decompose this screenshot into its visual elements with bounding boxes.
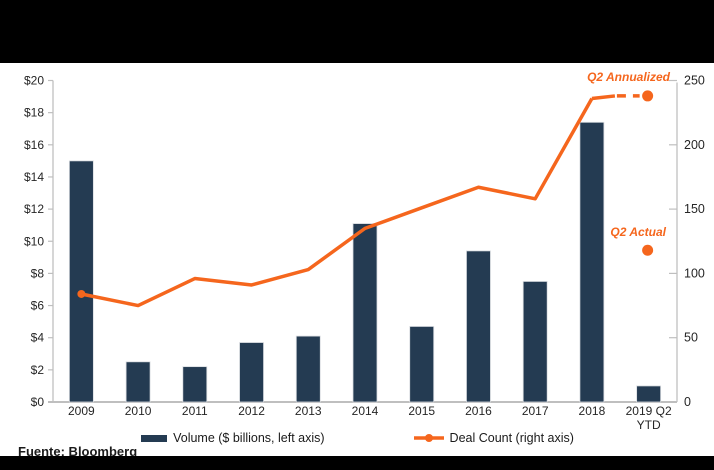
volume-bar-swatch-icon xyxy=(141,435,168,442)
volume-bar-2017 xyxy=(522,281,548,403)
volume-bar-2009 xyxy=(68,160,94,403)
volume-bar-2015 xyxy=(409,326,435,403)
volume-bar-2011 xyxy=(182,366,208,403)
q2-annualized-dot xyxy=(642,90,654,102)
deal-count-start-marker xyxy=(77,289,86,298)
volume-bar-2018 xyxy=(579,121,605,403)
volume-bar-2016 xyxy=(466,250,491,403)
left-axis-tick-label: $14 xyxy=(24,170,44,184)
x-axis-category-label: 2011 xyxy=(182,404,208,418)
q2-actual-dot xyxy=(642,244,654,256)
deal-count-line-marker-icon xyxy=(413,434,444,442)
left-axis-tick-label: $16 xyxy=(24,138,44,152)
legend-item-deal-count: Deal Count (right axis) xyxy=(413,431,574,445)
legend-label-deal-count: Deal Count (right axis) xyxy=(449,431,574,445)
legend-label-volume: Volume ($ billions, left axis) xyxy=(173,431,325,445)
volume-bar-2014 xyxy=(352,223,378,403)
volume-bar-2019 xyxy=(636,385,662,403)
top-black-band xyxy=(0,0,714,63)
left-axis-tick-label: $12 xyxy=(24,202,44,216)
right-axis-tick-label: 200 xyxy=(684,138,705,152)
volume-bar-2010 xyxy=(125,361,151,403)
left-axis-tick-label: $4 xyxy=(31,331,45,345)
source-attribution: Fuente: Bloomberg xyxy=(18,444,138,459)
right-axis-tick-label: 100 xyxy=(684,266,705,280)
x-axis-category-label: 2014 xyxy=(352,404,379,418)
x-axis-category-label: 2009 xyxy=(68,404,95,418)
left-axis-tick-label: $6 xyxy=(31,299,45,313)
x-axis-category-label: 2010 xyxy=(125,404,152,418)
x-axis-category-label: 2018 xyxy=(579,404,606,418)
left-axis-tick-label: $20 xyxy=(24,74,44,88)
right-axis-tick-label: 150 xyxy=(684,202,705,216)
volume-bar-2013 xyxy=(295,335,321,403)
bottom-black-band xyxy=(0,456,714,470)
right-axis-tick-label: 0 xyxy=(684,395,691,409)
right-axis-tick-label: 50 xyxy=(684,331,698,345)
x-axis-category-label: 2015 xyxy=(408,404,435,418)
q2-annualized-label: Q2 Annualized xyxy=(587,70,671,84)
x-axis-category-label: 2017 xyxy=(522,404,549,418)
right-axis-tick-label: 250 xyxy=(684,74,705,88)
left-axis-tick-label: $10 xyxy=(24,234,44,248)
volume-bar-2012 xyxy=(239,342,264,403)
x-axis-category-label: 2019 Q2 xyxy=(626,404,672,418)
x-axis-category-label: 2016 xyxy=(465,404,492,418)
left-axis-tick-label: $18 xyxy=(24,106,44,120)
q2-actual-label: Q2 Actual xyxy=(610,225,666,239)
chart-legend: Volume ($ billions, left axis) Deal Coun… xyxy=(0,429,714,447)
deal-count-solid-stub xyxy=(591,94,616,101)
x-axis-category-label: 2013 xyxy=(295,404,322,418)
deal-count-line xyxy=(81,97,594,308)
left-axis-tick-label: $0 xyxy=(31,395,45,409)
legend-item-volume: Volume ($ billions, left axis) xyxy=(140,431,325,445)
x-axis-category-label: 2012 xyxy=(238,404,265,418)
left-axis-tick-label: $2 xyxy=(31,363,45,377)
x-axis-category-label: YTD xyxy=(637,418,661,432)
left-axis-tick-label: $8 xyxy=(31,266,45,280)
